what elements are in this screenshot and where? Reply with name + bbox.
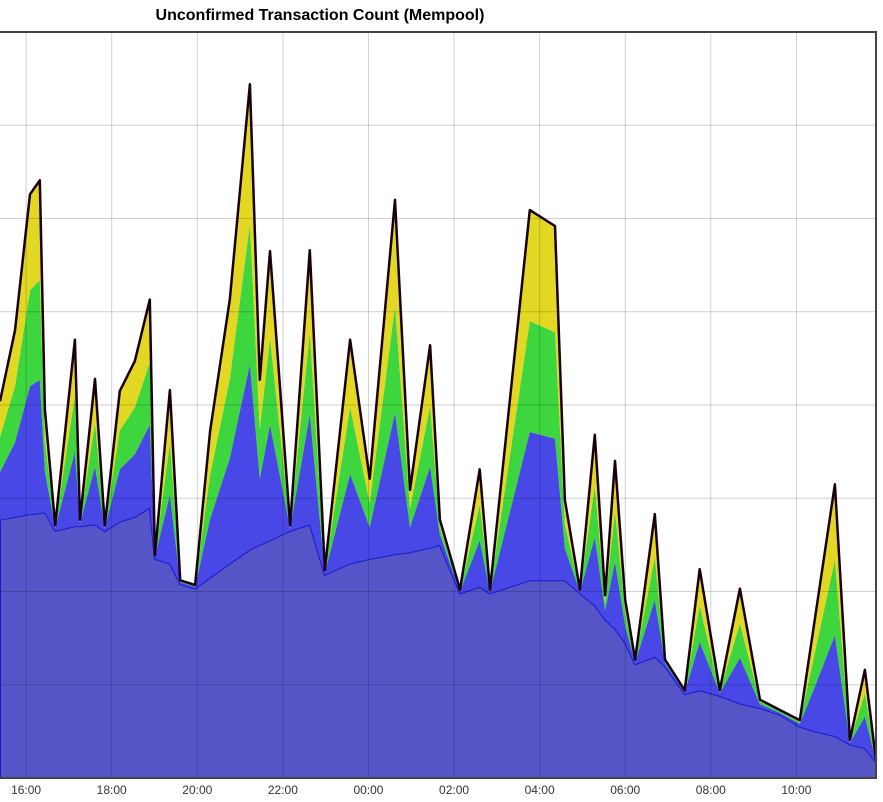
x-tick-label: 04:00	[525, 783, 555, 797]
x-tick-label: 02:00	[439, 783, 469, 797]
x-tick-label: 10:00	[781, 783, 811, 797]
chart-title: Unconfirmed Transaction Count (Mempool)	[156, 7, 485, 24]
x-tick-label: 00:00	[353, 783, 383, 797]
area-layer	[0, 364, 876, 763]
plot-area	[0, 31, 878, 779]
x-tick-label: 18:00	[97, 783, 127, 797]
total-outline	[0, 82, 878, 761]
x-tick-label: 08:00	[696, 783, 726, 797]
x-tick-label: 20:00	[182, 783, 212, 797]
x-tick-label: 22:00	[268, 783, 298, 797]
x-tick-label: 16:00	[11, 783, 41, 797]
plot-border	[0, 31, 877, 779]
x-tick-label: 06:00	[610, 783, 640, 797]
